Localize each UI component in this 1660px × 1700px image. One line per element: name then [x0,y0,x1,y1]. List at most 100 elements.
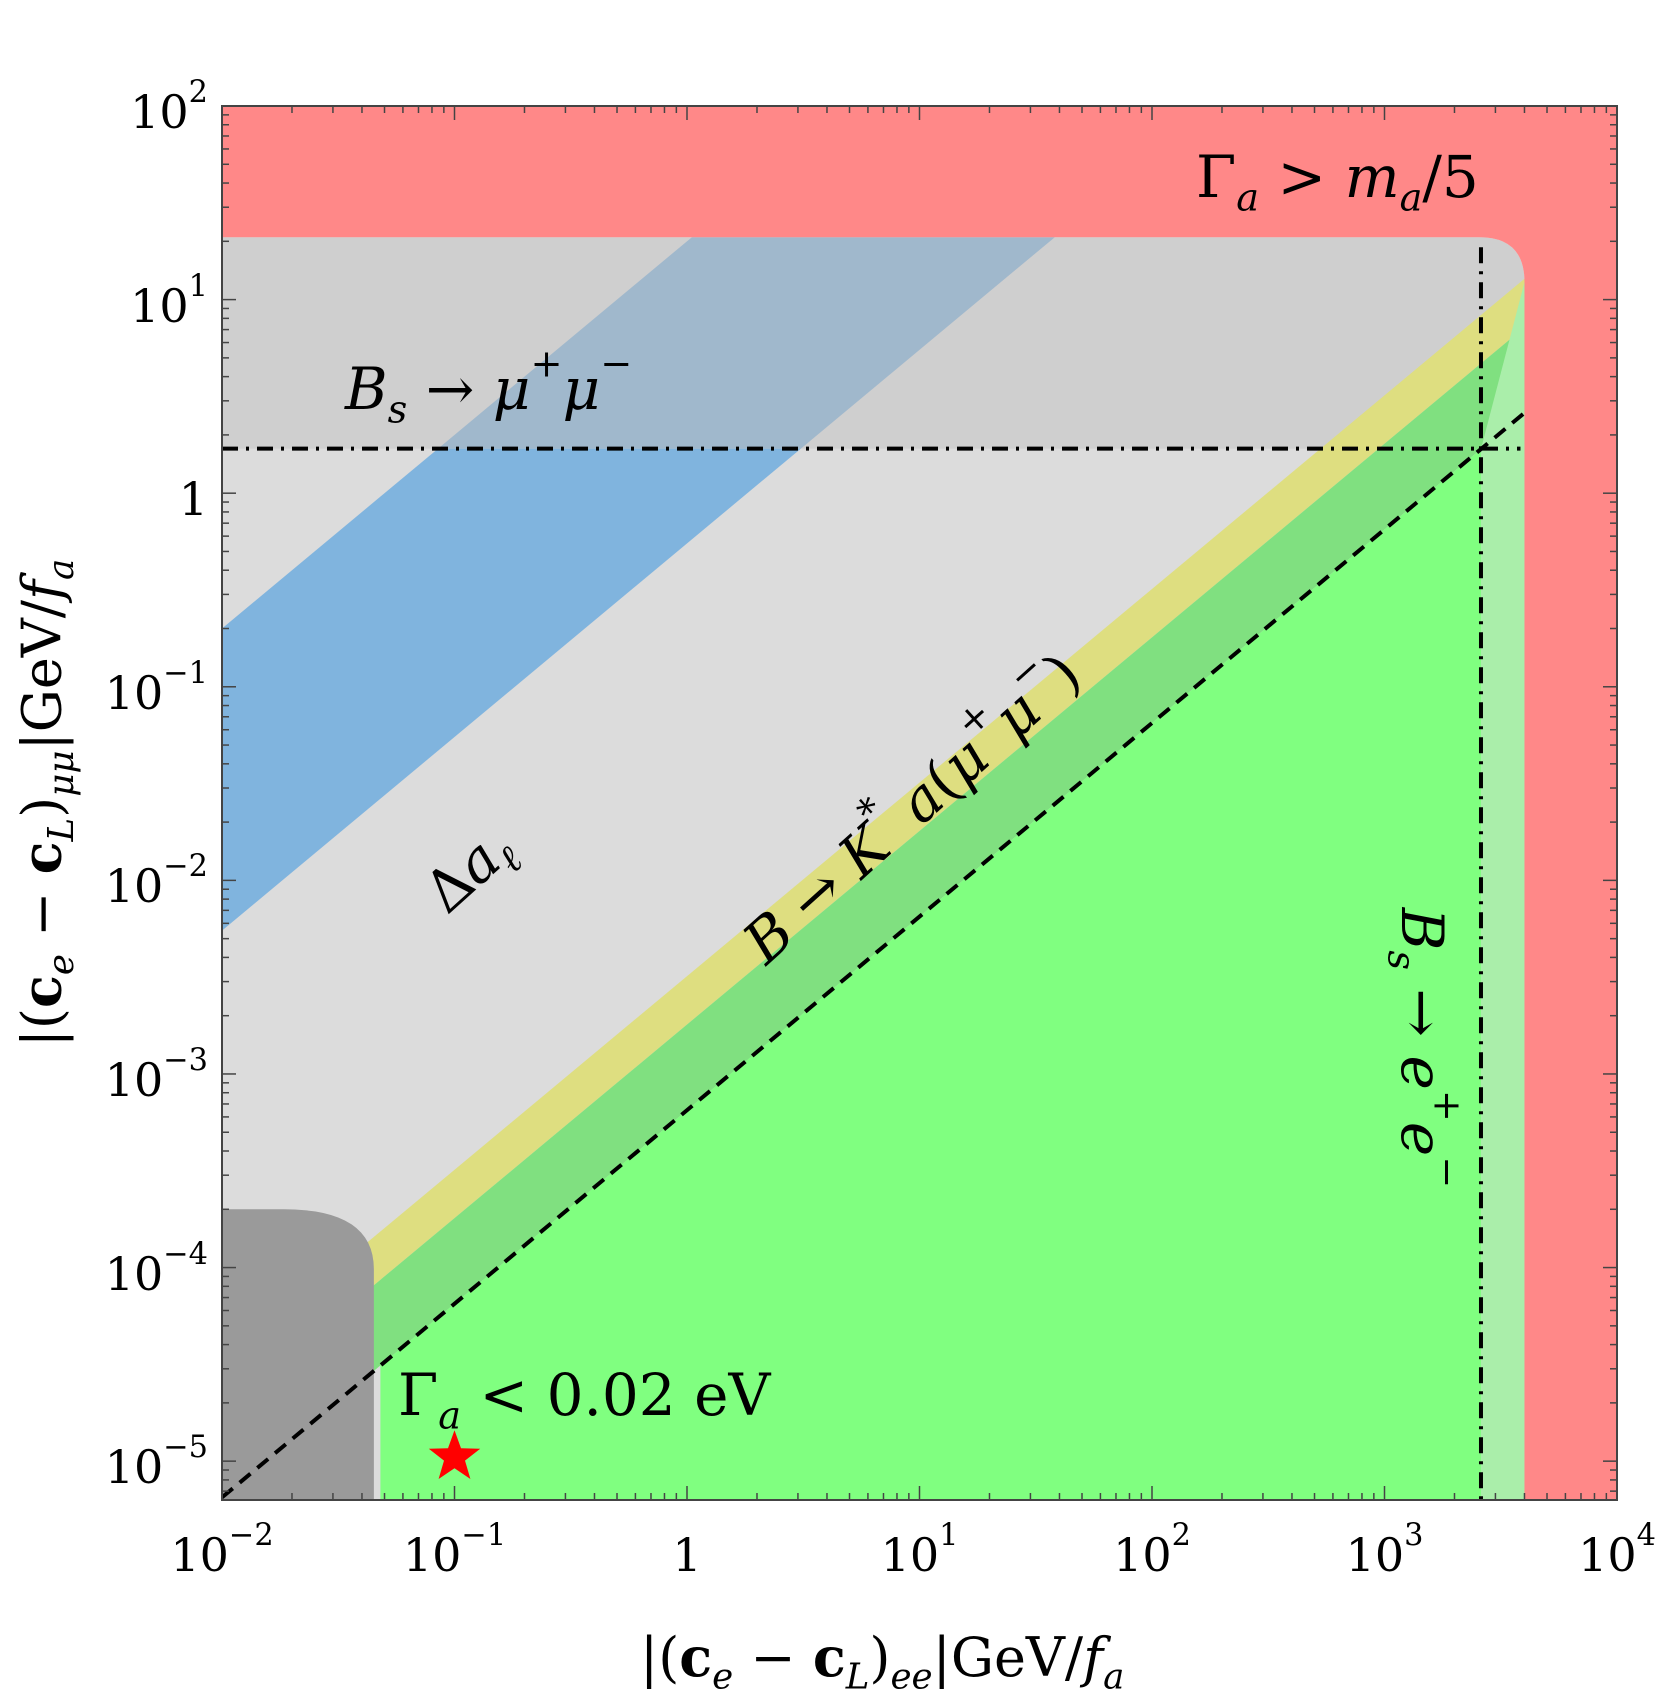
mass-symbol: m [1344,143,1400,211]
x-tick-exponent: 2 [1171,1518,1191,1554]
ylabel-open: |( [10,1007,74,1048]
bs-ee-b-sub: s [1378,950,1424,970]
y-tick-exponent: −4 [163,1236,208,1272]
diagonal-dashed-line [222,411,1526,1499]
y-tick-label: 10−1 [105,658,208,715]
ylabel-c2: c [9,841,74,875]
xlabel-sub-e: e [712,1656,734,1698]
xlabel-minus: − [733,1626,813,1689]
y-tick-label: 1 [179,476,208,522]
gamma-sub: a [1236,175,1260,221]
x-tick-exponent: 3 [1404,1518,1424,1554]
over-five: /5 [1422,143,1479,211]
x-tick-label: 1 [672,1532,701,1578]
bs-ee-e1: e [1388,1055,1456,1090]
region-corner [222,1209,374,1500]
ylabel-sub-e: e [40,954,82,976]
mass-sub: a [1399,175,1423,221]
y-tick-exponent: −5 [163,1430,208,1466]
region-delta-a [222,448,801,931]
y-tick-exponent: 1 [188,268,208,304]
bs-mumu-b: B [345,355,388,423]
lt-symbol: < [461,1361,547,1429]
xlabel-f: f [1083,1626,1104,1689]
y-tick-label: 10−4 [105,1239,208,1296]
ylabel-unit: |GeV/ [10,599,74,751]
gamma-lower-symbol: Γ [398,1361,439,1429]
x-tick-label: 101 [881,1521,959,1578]
xlabel-sub-l: L [845,1656,870,1698]
x-tick-base: 10 [170,1528,229,1582]
bs-mumu-minus: − [600,341,633,387]
y-tick-base: 10 [130,278,189,333]
benchmark-star [428,1430,481,1479]
gamma-lower-value: 0.02 eV [546,1361,771,1429]
x-tick-label: 102 [1113,1521,1191,1578]
annotation-gamma-lower: Γa < 0.02 eV [398,1366,770,1435]
bs-ee-minus: − [1424,1156,1470,1189]
xlabel-unit: |GeV/ [932,1626,1084,1689]
gamma-symbol: Γ [1196,143,1237,211]
ylabel-sub-l: L [40,817,82,842]
region-green-band [222,327,1525,1498]
x-tick-base: 10 [1578,1528,1637,1582]
y-tick-label: 10−2 [105,852,208,909]
y-tick-label: 10−5 [105,1433,208,1490]
bs-mumu-plus: + [530,341,563,387]
y-tick-label: 101 [130,271,208,328]
region-bs-ee [1480,282,1525,1500]
gt-symbol: > [1259,143,1345,211]
bs-mumu-mu1: μ [492,355,531,423]
bs-ee-b: B [1388,907,1456,951]
x-tick-label: 104 [1578,1521,1656,1578]
y-tick-base: 10 [130,85,189,139]
bs-ee-plus: + [1424,1089,1470,1122]
x-tick-base: 10 [880,1528,940,1582]
bs-ee-e2: e [1388,1121,1456,1157]
x-tick-exponent: −2 [228,1518,274,1554]
bs-mumu-arrow: → [407,355,493,423]
y-tick-exponent: −1 [163,655,208,691]
ylabel-close: ) [10,796,74,818]
annotation-gamma-upper: Γa > ma/5 [1196,148,1479,217]
xlabel-sub-ee: ee [890,1656,933,1698]
annotation-bs-ee: Bs → e+e− [1379,908,1470,1189]
bs-ee-arrow: → [1388,970,1456,1056]
y-tick-base: 1 [178,472,208,527]
x-tick-exponent: −1 [461,1518,507,1554]
x-tick-base: 1 [672,1528,702,1582]
ylabel-c: c [9,975,74,1008]
xlabel-c: c [679,1625,713,1689]
region-delta-a-upper [438,237,1055,449]
gamma-lower-sub: a [438,1393,462,1439]
y-tick-base: 10 [104,1052,164,1107]
xlabel-f-sub: a [1103,1656,1125,1698]
y-axis-label: |(ce − cL)μμ|GeV/fa [10,559,82,1048]
x-tick-base: 10 [1345,1528,1405,1582]
x-tick-base: 10 [1113,1528,1172,1582]
y-tick-label: 10−3 [105,1045,208,1102]
x-tick-label: 10−1 [403,1521,506,1578]
region-gamma-small [380,449,1481,1500]
x-tick-label: 10−2 [170,1521,273,1578]
xlabel-c2: c [812,1625,846,1689]
y-tick-base: 10 [104,859,164,914]
x-axis-label: |(ce − cL)ee|GeV/fa [640,1630,1124,1695]
bs-mumu-b-sub: s [387,387,408,433]
annotation-bs-mumu: Bs → μ+μ− [345,345,632,429]
y-tick-base: 10 [104,665,164,720]
y-tick-exponent: −3 [163,1043,208,1079]
xlabel-close: ) [869,1626,891,1689]
x-tick-label: 103 [1346,1521,1424,1578]
y-tick-exponent: 2 [188,75,208,111]
y-tick-exponent: −2 [163,849,208,885]
ylabel-minus: − [10,874,74,955]
ylabel-f: f [10,579,74,600]
ylabel-f-sub: a [40,558,82,580]
ylabel-sub-mumu: μμ [40,750,82,797]
xlabel-open: |( [640,1626,680,1689]
x-tick-exponent: 4 [1636,1518,1656,1554]
y-tick-base: 10 [104,1246,164,1301]
x-tick-base: 10 [402,1528,462,1582]
